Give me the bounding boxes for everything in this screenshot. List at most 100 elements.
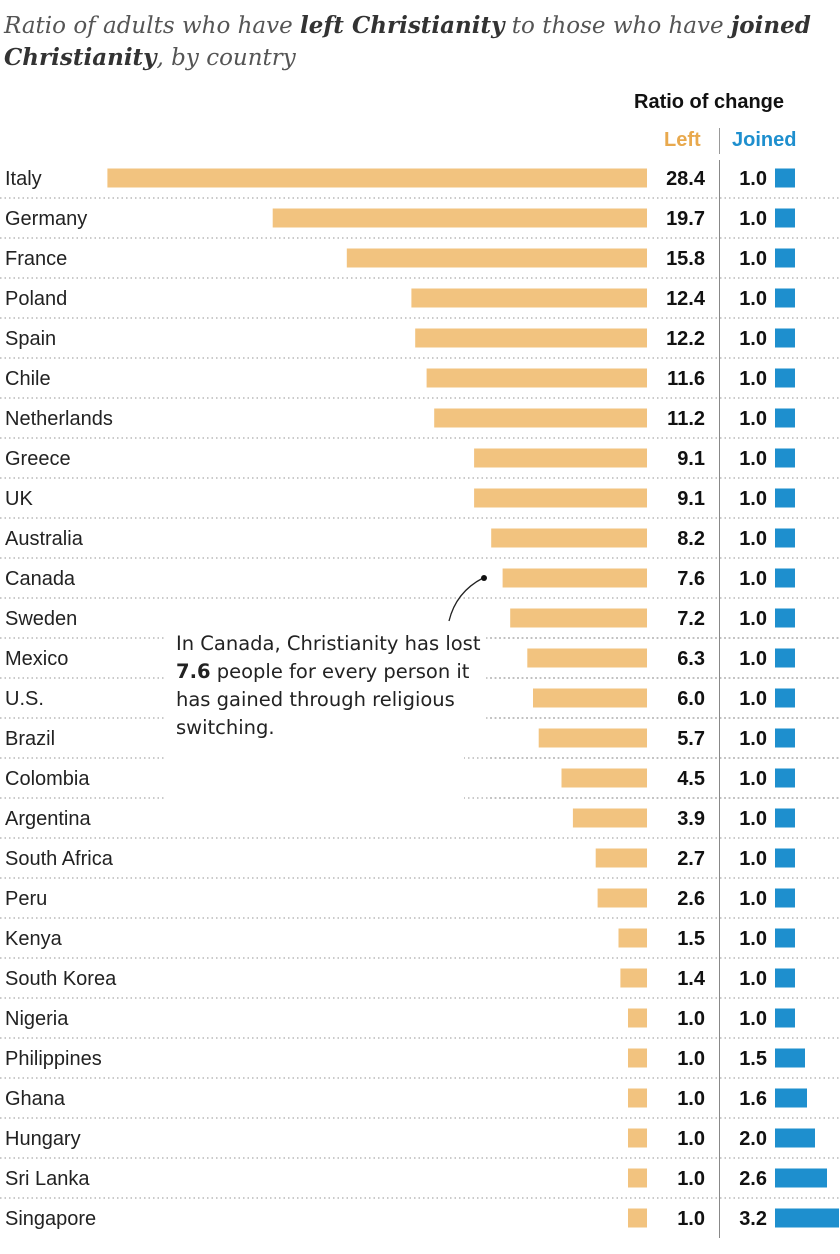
ratio-of-change-header: Ratio of change (634, 91, 785, 113)
left-bar (572, 808, 647, 828)
annotation-text-after: people for every person it has gained th… (176, 660, 470, 739)
joined-bar (775, 608, 795, 628)
annotation-text-before: In Canada, Christianity has lost (176, 632, 481, 655)
joined-value-label: 1.0 (739, 488, 767, 510)
left-value-label: 3.9 (677, 808, 705, 830)
joined-bar (775, 368, 795, 388)
country-label: France (5, 248, 67, 270)
country-label: Chile (5, 368, 51, 390)
joined-bar (775, 288, 795, 308)
country-label: Poland (5, 288, 67, 310)
left-value-label: 1.0 (677, 1168, 705, 1190)
left-value-label: 12.4 (666, 288, 706, 310)
left-value-label: 8.2 (677, 528, 705, 550)
annotation-highlight: 7.6 (176, 660, 211, 683)
left-value-label: 11.6 (667, 368, 705, 390)
left-bar (561, 768, 647, 788)
country-label: U.S. (5, 688, 44, 710)
joined-bar (775, 1008, 795, 1028)
left-value-label: 1.0 (677, 1008, 705, 1030)
chart-title: Ratio of adults who have left Christiani… (4, 10, 824, 74)
country-label: Canada (5, 568, 76, 590)
left-bar (595, 848, 647, 868)
left-bar (618, 928, 647, 948)
left-bar (628, 1088, 647, 1108)
left-value-label: 1.0 (677, 1048, 705, 1070)
left-value-label: 15.8 (666, 248, 705, 270)
country-label: Singapore (5, 1208, 96, 1230)
left-value-label: 5.7 (677, 728, 705, 750)
joined-value-label: 1.0 (739, 808, 767, 830)
left-bar (538, 728, 647, 748)
joined-value-label: 1.0 (739, 888, 767, 910)
country-label: Spain (5, 328, 56, 350)
joined-bar (775, 968, 795, 988)
joined-bar (775, 328, 795, 348)
joined-value-label: 2.0 (739, 1128, 767, 1150)
country-label: South Korea (5, 968, 117, 990)
joined-bar (775, 1208, 839, 1228)
left-bar (533, 688, 647, 708)
joined-value-label: 1.0 (739, 648, 767, 670)
joined-column-header: Joined (732, 129, 797, 151)
left-bar (502, 568, 647, 588)
left-value-label: 1.0 (677, 1128, 705, 1150)
country-label: Australia (5, 528, 84, 550)
joined-value-label: 1.0 (739, 528, 767, 550)
joined-value-label: 1.0 (739, 848, 767, 870)
joined-value-label: 1.0 (739, 768, 767, 790)
country-label: Netherlands (5, 408, 113, 430)
country-label: Peru (5, 888, 47, 910)
joined-value-label: 1.0 (739, 168, 767, 190)
joined-bar (775, 1048, 805, 1068)
country-label: Argentina (5, 808, 91, 830)
joined-bar (775, 1168, 827, 1188)
left-bar (107, 168, 647, 188)
left-bar (426, 368, 647, 388)
country-label: Colombia (5, 768, 90, 790)
left-value-label: 6.0 (677, 688, 705, 710)
joined-bar (775, 488, 795, 508)
left-bar (434, 408, 647, 428)
left-value-label: 11.2 (667, 408, 705, 430)
left-value-label: 19.7 (666, 208, 705, 230)
left-value-label: 1.5 (677, 928, 705, 950)
joined-bar (775, 448, 795, 468)
left-bar (474, 448, 647, 468)
center-axis-line (719, 160, 720, 1238)
canada-annotation: In Canada, Christianity has lost 7.6 peo… (164, 630, 486, 742)
left-value-label: 6.3 (677, 648, 705, 670)
left-bar (628, 1008, 647, 1028)
joined-value-label: 1.0 (739, 288, 767, 310)
title-suffix: , by country (156, 45, 296, 71)
left-value-label: 4.5 (677, 768, 705, 790)
joined-bar (775, 648, 795, 668)
title-bold-joined: joined Christianity (4, 12, 811, 71)
left-bar (510, 608, 647, 628)
joined-value-label: 1.0 (739, 968, 767, 990)
left-value-label: 1.0 (677, 1208, 705, 1230)
left-bar (628, 1168, 647, 1188)
left-bar (628, 1048, 647, 1068)
left-value-label: 1.0 (677, 1088, 705, 1110)
country-label: Brazil (5, 728, 55, 750)
left-value-label: 1.4 (677, 968, 706, 990)
joined-bar (775, 768, 795, 788)
left-value-label: 2.7 (677, 848, 705, 870)
title-bold-left: left Christianity (300, 12, 505, 39)
joined-value-label: 1.0 (739, 1008, 767, 1030)
joined-value-label: 1.0 (739, 728, 767, 750)
country-label: Kenya (5, 928, 63, 950)
joined-value-label: 1.5 (739, 1048, 767, 1070)
left-bar (527, 648, 647, 668)
country-label: Mexico (5, 648, 68, 670)
joined-value-label: 1.0 (739, 608, 767, 630)
joined-value-label: 1.0 (739, 328, 767, 350)
joined-bar (775, 1088, 807, 1108)
joined-bar (775, 728, 795, 748)
joined-value-label: 2.6 (739, 1168, 767, 1190)
joined-bar (775, 688, 795, 708)
left-bar (491, 528, 647, 548)
country-label: South Africa (5, 848, 114, 870)
